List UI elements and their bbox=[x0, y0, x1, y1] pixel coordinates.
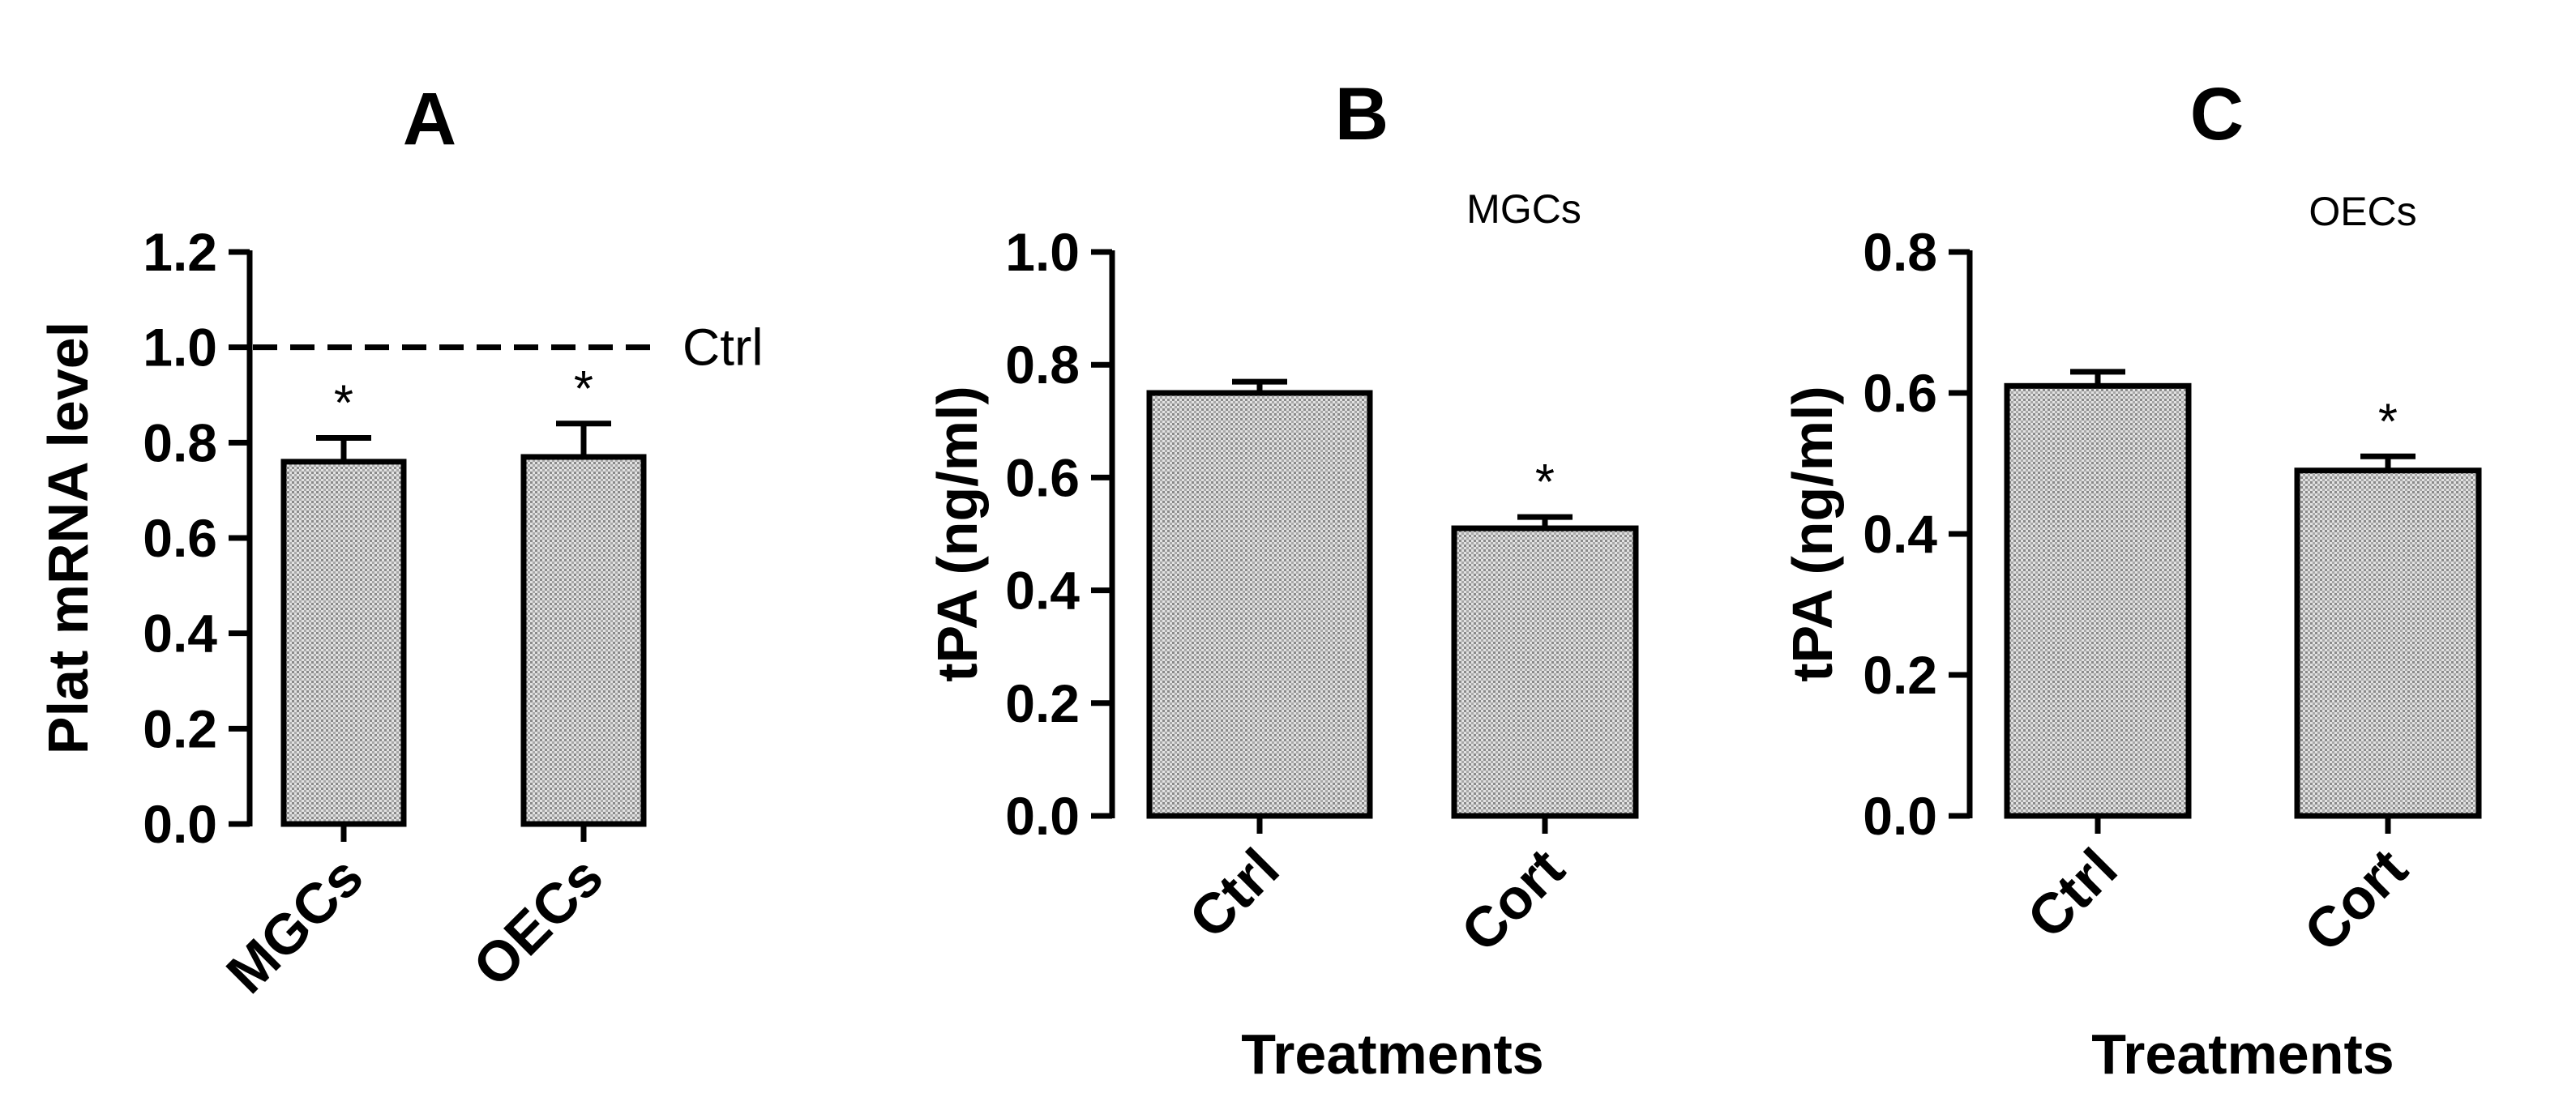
bar-ctrl bbox=[1146, 390, 1373, 819]
y-tick-label: 0.4 bbox=[143, 604, 217, 664]
x-category-label: Ctrl bbox=[1177, 836, 1290, 950]
x-category-label: MGCs bbox=[214, 844, 374, 1005]
bar-cort bbox=[1451, 525, 1639, 819]
bar-oecs bbox=[520, 454, 647, 827]
y-tick-label: 0.2 bbox=[1005, 673, 1080, 733]
y-tick-label: 0.2 bbox=[143, 698, 217, 758]
ctrl-reference-label: Ctrl bbox=[683, 318, 764, 377]
y-tick-label: 0.0 bbox=[1863, 786, 1937, 846]
y-tick-label: 1.0 bbox=[1005, 222, 1080, 282]
panel-label: B bbox=[1335, 73, 1389, 156]
panel-subtitle: MGCs bbox=[1466, 186, 1581, 232]
y-tick-label: 0.2 bbox=[1863, 645, 1937, 705]
x-axis-title: Treatments bbox=[2091, 1022, 2394, 1086]
panel-label: C bbox=[2190, 73, 2244, 156]
y-tick-label: 0.0 bbox=[1005, 786, 1080, 846]
y-tick-label: 0.8 bbox=[1863, 222, 1937, 282]
y-tick-label: 0.4 bbox=[1863, 504, 1937, 564]
bar-mgcs bbox=[280, 459, 407, 827]
y-tick-label: 0.6 bbox=[143, 508, 217, 568]
y-axis-title: Plat mRNA level bbox=[36, 322, 100, 754]
bar-ctrl bbox=[2004, 382, 2192, 819]
panel-subtitle: OECs bbox=[2309, 189, 2416, 234]
x-category-label: Cort bbox=[2292, 836, 2420, 963]
significance-star: * bbox=[334, 375, 353, 431]
panel-label: A bbox=[403, 78, 456, 160]
significance-star: * bbox=[574, 361, 593, 417]
x-category-label: OECs bbox=[461, 844, 615, 998]
bar-cort bbox=[2294, 467, 2482, 819]
significance-star: * bbox=[2378, 394, 2398, 450]
y-tick-label: 0.6 bbox=[1005, 447, 1080, 507]
y-tick-label: 0.8 bbox=[1005, 335, 1080, 395]
x-category-label: Cort bbox=[1449, 836, 1577, 963]
x-axis-title: Treatments bbox=[1241, 1022, 1543, 1086]
y-axis-title: tPA (ng/ml) bbox=[1781, 386, 1844, 681]
y-tick-label: 0.8 bbox=[143, 412, 217, 472]
y-tick-label: 0.6 bbox=[1863, 363, 1937, 423]
x-category-label: Ctrl bbox=[2015, 836, 2129, 950]
significance-star: * bbox=[1535, 455, 1555, 510]
y-tick-label: 0.4 bbox=[1005, 561, 1080, 621]
y-axis-title: tPA (ng/ml) bbox=[926, 386, 989, 681]
y-tick-label: 1.0 bbox=[143, 318, 217, 378]
y-tick-label: 1.2 bbox=[143, 222, 217, 282]
y-tick-label: 0.0 bbox=[143, 794, 217, 854]
